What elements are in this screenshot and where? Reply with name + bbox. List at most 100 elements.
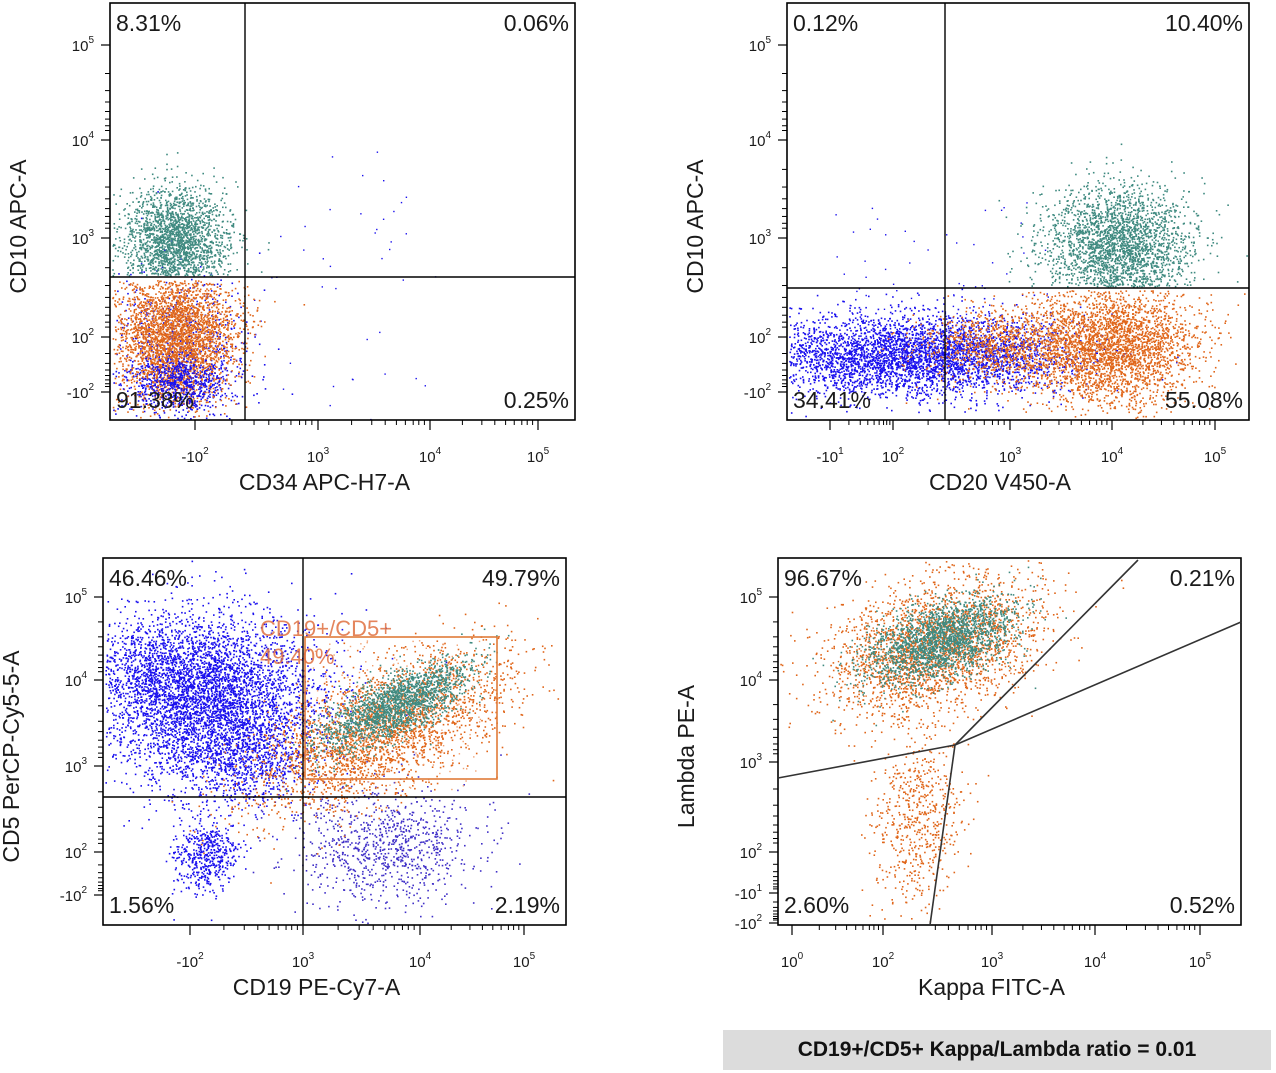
event-dot	[175, 325, 177, 327]
event-dot	[156, 348, 158, 350]
event-dot	[145, 315, 147, 318]
event-dot	[172, 364, 174, 366]
event-dot	[171, 331, 173, 334]
event-dot	[180, 310, 183, 313]
event-dot	[131, 298, 134, 300]
event-dot	[119, 195, 121, 197]
event-dot	[156, 322, 159, 325]
event-dot	[215, 269, 217, 272]
event-dot	[190, 339, 192, 342]
event-dot	[132, 282, 135, 284]
event-dot	[181, 338, 183, 341]
event-dot	[141, 264, 143, 266]
event-dot	[221, 388, 223, 390]
event-dot	[188, 395, 191, 398]
event-dot	[209, 324, 212, 326]
event-dot	[135, 255, 138, 257]
event-dot	[166, 324, 168, 326]
event-dot	[206, 345, 208, 348]
event-dot	[176, 322, 179, 324]
event-dot	[173, 331, 176, 333]
event-dot	[165, 328, 167, 331]
event-dot	[148, 326, 150, 329]
event-dot	[195, 280, 197, 282]
event-dot	[184, 282, 186, 285]
event-dot	[220, 347, 223, 350]
event-dot	[415, 377, 417, 380]
event-dot	[198, 231, 201, 234]
event-dot	[162, 210, 164, 213]
event-dot	[258, 343, 261, 346]
event-dot	[162, 318, 165, 321]
event-dot	[218, 369, 220, 371]
event-dot	[151, 272, 153, 275]
event-dot	[194, 282, 196, 285]
event-dot	[262, 378, 264, 381]
event-dot	[184, 355, 187, 358]
event-dot	[197, 323, 200, 326]
event-dot	[121, 375, 124, 377]
event-dot	[139, 345, 142, 347]
event-dot	[202, 339, 205, 342]
event-dot	[178, 351, 181, 354]
event-dot	[186, 307, 189, 310]
event-dot	[194, 231, 197, 234]
event-dot	[246, 321, 248, 323]
event-dot	[199, 296, 201, 298]
event-dot	[128, 344, 131, 346]
event-dot	[152, 371, 155, 373]
event-dot	[175, 320, 178, 323]
event-dot	[114, 377, 117, 380]
event-dot	[225, 328, 228, 330]
event-dot	[150, 338, 153, 340]
event-dot	[195, 315, 197, 317]
event-dot	[152, 204, 155, 206]
event-dot	[213, 395, 215, 397]
event-dot	[216, 338, 219, 340]
event-dot	[148, 262, 150, 265]
event-dot	[197, 280, 200, 282]
event-dot	[177, 290, 179, 293]
event-dot	[133, 301, 136, 303]
event-dot	[170, 220, 172, 222]
event-dot	[203, 332, 205, 335]
event-dot	[216, 234, 219, 236]
event-dot	[162, 292, 165, 295]
event-dot	[130, 348, 132, 351]
event-dot	[161, 297, 163, 299]
event-dot	[221, 320, 224, 323]
event-dot	[133, 309, 136, 311]
event-dot	[133, 349, 135, 351]
event-dot	[190, 332, 192, 334]
event-dot	[199, 344, 201, 347]
event-dot	[128, 233, 131, 236]
event-dot	[220, 366, 222, 369]
event-dot	[211, 327, 213, 329]
event-dot	[152, 354, 154, 356]
event-dot	[159, 376, 162, 379]
event-dot	[207, 366, 209, 368]
event-dot	[189, 355, 192, 357]
event-dot	[173, 233, 176, 236]
event-dot	[246, 347, 249, 350]
event-dot	[195, 307, 197, 309]
event-dot	[133, 328, 135, 330]
event-dot	[187, 328, 189, 331]
event-dot	[185, 338, 188, 341]
event-dot	[216, 334, 219, 336]
event-dot	[246, 286, 249, 288]
event-dot	[144, 210, 146, 213]
event-dot	[164, 224, 167, 227]
event-dot	[218, 294, 220, 297]
event-dot	[158, 291, 160, 293]
event-dot	[199, 187, 201, 190]
event-dot	[164, 301, 166, 304]
event-dot	[162, 218, 164, 220]
event-dot	[187, 297, 190, 300]
event-dot	[165, 312, 167, 315]
event-dot	[158, 313, 161, 316]
event-dot	[179, 300, 182, 303]
event-dot	[186, 407, 188, 410]
event-dot	[154, 367, 157, 369]
event-dot	[144, 309, 147, 311]
